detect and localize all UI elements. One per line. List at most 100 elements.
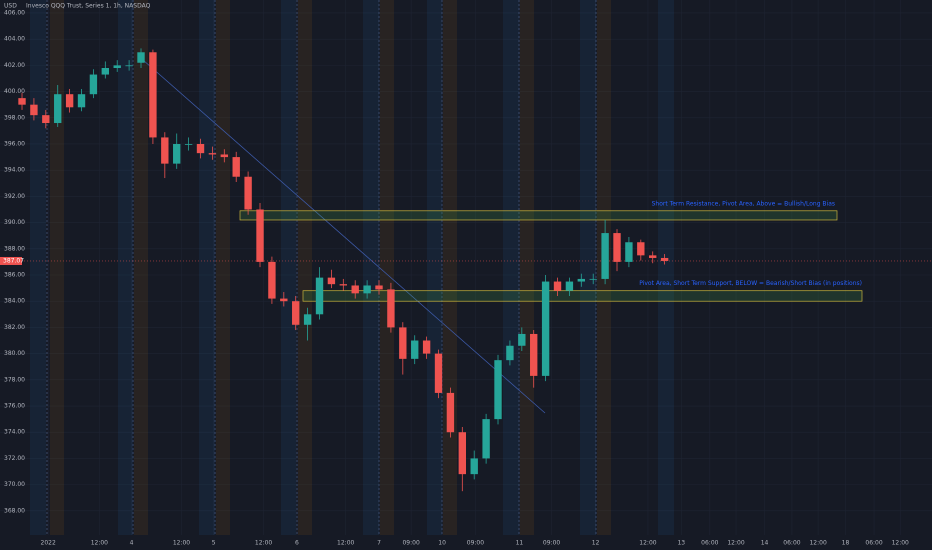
- candle-body: [137, 52, 145, 63]
- x-tick-label: 11: [516, 540, 524, 547]
- y-tick-label: 392.00: [4, 193, 25, 200]
- x-tick-label: 6: [295, 540, 299, 547]
- x-tick-label: 06:00: [701, 540, 718, 547]
- candle-body: [18, 98, 26, 105]
- y-tick-label: 398.00: [4, 114, 25, 121]
- x-tick-label: 09:00: [402, 540, 419, 547]
- candle-body: [54, 94, 62, 124]
- candle-body: [292, 301, 300, 325]
- day-separators: [46, 0, 597, 535]
- chart-title: Invesco QQQ Trust, Series 1, 1h, NASDAQ: [26, 3, 151, 10]
- candle-body: [494, 360, 502, 420]
- candle-body: [541, 281, 550, 376]
- candle-body: [220, 154, 229, 158]
- candle-body: [149, 52, 157, 138]
- candle-body: [411, 340, 419, 359]
- x-tick-label: 12:00: [337, 540, 354, 547]
- y-tick-label: 400.00: [4, 88, 25, 95]
- candle-body: [315, 277, 324, 315]
- candle-body: [637, 242, 645, 256]
- candle-body: [268, 261, 276, 299]
- x-tick-label: 06:00: [783, 540, 800, 547]
- candle-body: [232, 157, 240, 177]
- candle-body: [363, 285, 371, 294]
- x-tick-label: 14: [761, 540, 769, 547]
- candle-body: [625, 242, 633, 262]
- x-tick-label: 09:00: [467, 540, 484, 547]
- candle-body: [196, 143, 205, 154]
- candle-body: [601, 233, 609, 279]
- zone-label: Pivot Area, Short Term Support, BELOW = …: [639, 280, 862, 287]
- candle-body: [553, 281, 562, 291]
- candle-body: [89, 74, 98, 95]
- candle-body: [446, 392, 455, 433]
- x-tick-label: 12:00: [91, 540, 108, 547]
- candle-body: [65, 94, 74, 108]
- x-tick-label: 12:00: [639, 540, 656, 547]
- candle-body: [613, 233, 621, 262]
- candle-body: [173, 143, 181, 164]
- y-tick-label: 380.00: [4, 350, 25, 357]
- x-tick-label: 09:00: [543, 540, 560, 547]
- y-tick-label: 402.00: [4, 62, 25, 69]
- candle-body: [30, 104, 38, 116]
- x-tick-label: 12:00: [727, 540, 744, 547]
- y-tick-label: 374.00: [4, 429, 25, 436]
- y-tick-label: 384.00: [4, 298, 25, 305]
- candle-body: [113, 65, 121, 68]
- candle-body: [434, 353, 443, 393]
- y-tick-label: 396.00: [4, 140, 25, 147]
- x-tick-label: 10: [438, 540, 446, 547]
- candle-body: [161, 137, 169, 164]
- candle-body: [184, 143, 193, 145]
- candle-body: [589, 278, 597, 280]
- y-tick-label: 406.00: [4, 9, 25, 16]
- candle-body: [518, 333, 526, 346]
- candle-body: [339, 284, 348, 286]
- candle-body: [649, 255, 657, 258]
- x-tick-label: 4: [130, 540, 134, 547]
- candle-body: [565, 281, 574, 291]
- trend-line: [142, 59, 546, 414]
- candle-body: [399, 327, 407, 359]
- candle-body: [351, 285, 359, 294]
- candle-body: [77, 94, 86, 108]
- y-tick-label: 382.00: [4, 324, 25, 331]
- y-tick-label: 372.00: [4, 455, 25, 462]
- y-tick-label: 404.00: [4, 36, 25, 43]
- x-tick-label: 12:00: [892, 540, 909, 547]
- x-tick-label: 5: [212, 540, 216, 547]
- candle-body: [244, 176, 252, 210]
- x-tick-label: 12:00: [255, 540, 272, 547]
- y-tick-label: 370.00: [4, 481, 25, 488]
- x-tick-label: 06:00: [865, 540, 882, 547]
- last-price-box: [0, 256, 22, 265]
- x-tick-label: 18: [842, 540, 850, 547]
- candle-body: [280, 298, 288, 302]
- candle-body: [327, 277, 336, 285]
- candle-body: [125, 65, 133, 67]
- candle-body: [375, 285, 383, 290]
- candle-body: [506, 345, 514, 361]
- candle-body: [42, 115, 50, 124]
- candle-body: [470, 458, 478, 475]
- y-tick-label: 378.00: [4, 376, 25, 383]
- y-tick-label: 394.00: [4, 167, 25, 174]
- candle-body: [458, 432, 466, 475]
- candle-body: [482, 419, 490, 459]
- x-tick-label: 12:00: [809, 540, 826, 547]
- y-tick-label: 386.00: [4, 272, 25, 279]
- candle-body: [303, 314, 312, 325]
- x-tick-label: 12: [592, 540, 600, 547]
- session-bands: [30, 0, 674, 535]
- y-tick-label: 368.00: [4, 507, 25, 514]
- candle-body: [208, 153, 217, 155]
- candle-body: [101, 67, 110, 75]
- x-tick-label: 2022: [41, 540, 56, 547]
- zone: [302, 290, 863, 302]
- y-tick-label: 388.00: [4, 245, 25, 252]
- y-tick-label: 390.00: [4, 219, 25, 226]
- candle-body: [530, 333, 538, 376]
- currency-label: USD: [4, 3, 17, 10]
- candle-body: [422, 340, 431, 354]
